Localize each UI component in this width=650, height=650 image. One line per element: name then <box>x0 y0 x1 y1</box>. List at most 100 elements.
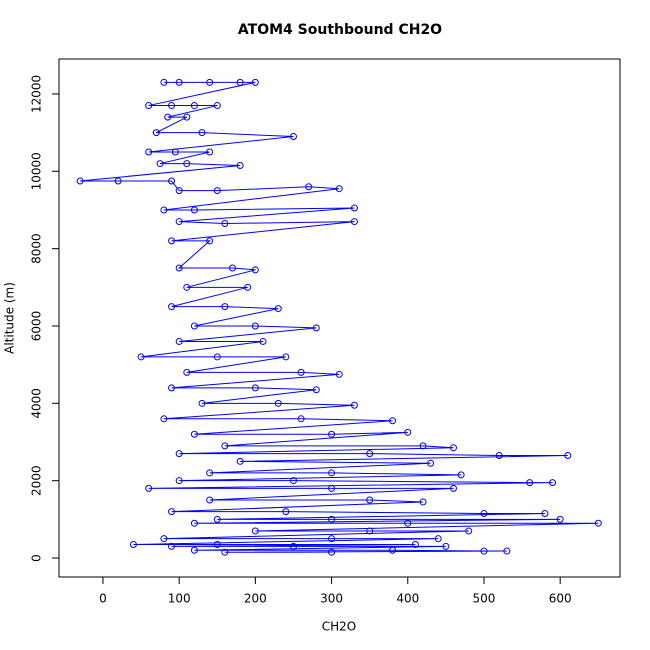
data-point <box>449 484 457 492</box>
data-point <box>198 129 206 137</box>
data-point <box>335 185 343 193</box>
data-point <box>480 510 488 518</box>
data-point <box>251 266 259 274</box>
data-point <box>221 303 229 311</box>
data-point <box>168 508 176 516</box>
data-point <box>175 264 183 272</box>
plot-box <box>58 58 621 578</box>
data-point <box>312 386 320 394</box>
data-point <box>213 540 221 548</box>
x-tick-label: 0 <box>99 592 107 606</box>
data-point <box>366 450 374 458</box>
y-tick-label: 12000 <box>30 75 44 113</box>
data-point <box>564 452 572 460</box>
y-tick-label: 4000 <box>30 388 44 419</box>
data-point <box>389 417 397 425</box>
data-point <box>236 78 244 86</box>
data-point <box>259 337 267 345</box>
data-line <box>80 81 599 553</box>
data-point <box>282 508 290 516</box>
data-point <box>419 498 427 506</box>
x-axis-label: CH2O <box>322 620 356 634</box>
y-tick-label: 6000 <box>30 311 44 342</box>
data-point <box>168 237 176 245</box>
data-point <box>389 546 397 554</box>
data-point <box>137 353 145 361</box>
data-point <box>168 177 176 185</box>
data-point <box>526 479 534 487</box>
data-point <box>168 542 176 550</box>
data-point <box>366 527 374 535</box>
data-point <box>457 471 465 479</box>
data-point <box>129 540 137 548</box>
data-point <box>312 324 320 332</box>
data-point <box>175 450 183 458</box>
data-point <box>503 547 511 555</box>
data-point <box>221 442 229 450</box>
data-point <box>541 510 549 518</box>
data-point <box>449 444 457 452</box>
data-point <box>175 187 183 195</box>
data-point <box>114 177 122 185</box>
y-tick-label: 2000 <box>30 465 44 496</box>
x-tick-label: 300 <box>320 592 343 606</box>
data-point <box>350 204 358 212</box>
data-point <box>175 337 183 345</box>
data-point <box>236 457 244 465</box>
data-point <box>549 479 557 487</box>
data-point <box>175 477 183 485</box>
data-point <box>168 384 176 392</box>
data-point <box>160 415 168 423</box>
data-point <box>206 148 214 156</box>
data-point <box>168 102 176 110</box>
y-tick-label: 8000 <box>30 233 44 264</box>
data-point <box>145 484 153 492</box>
data-point <box>251 527 259 535</box>
data-point <box>305 183 313 191</box>
data-point <box>297 415 305 423</box>
data-point <box>328 469 336 477</box>
data-point <box>350 401 358 409</box>
data-point <box>183 283 191 291</box>
chart-title: ATOM4 Southbound CH2O <box>238 22 442 38</box>
data-point <box>206 469 214 477</box>
y-tick-label: 0 <box>30 554 44 562</box>
data-point <box>183 368 191 376</box>
data-point <box>183 160 191 168</box>
data-point <box>164 113 172 121</box>
data-point <box>221 220 229 228</box>
data-point <box>480 547 488 555</box>
data-point <box>350 218 358 226</box>
x-tick-label: 600 <box>549 592 572 606</box>
data-point <box>251 384 259 392</box>
y-axis-label: Altitude (m) <box>3 282 17 354</box>
data-point <box>328 484 336 492</box>
data-point <box>190 546 198 554</box>
data-point <box>206 78 214 86</box>
data-point <box>236 162 244 170</box>
data-point <box>251 78 259 86</box>
x-tick-label: 200 <box>244 592 267 606</box>
data-point <box>160 535 168 543</box>
data-point <box>160 78 168 86</box>
data-point <box>190 206 198 214</box>
data-point <box>297 368 305 376</box>
data-point <box>419 442 427 450</box>
data-point <box>274 399 282 407</box>
data-point <box>229 264 237 272</box>
data-point <box>145 148 153 156</box>
data-point <box>206 496 214 504</box>
data-point <box>328 535 336 543</box>
data-point <box>404 428 412 436</box>
data-point <box>213 102 221 110</box>
data-point <box>442 542 450 550</box>
data-point <box>152 129 160 137</box>
data-point <box>213 515 221 523</box>
data-point <box>404 519 412 527</box>
data-point <box>190 519 198 527</box>
data-point <box>282 353 290 361</box>
data-point <box>171 148 179 156</box>
data-point <box>221 548 229 556</box>
data-point <box>427 459 435 467</box>
